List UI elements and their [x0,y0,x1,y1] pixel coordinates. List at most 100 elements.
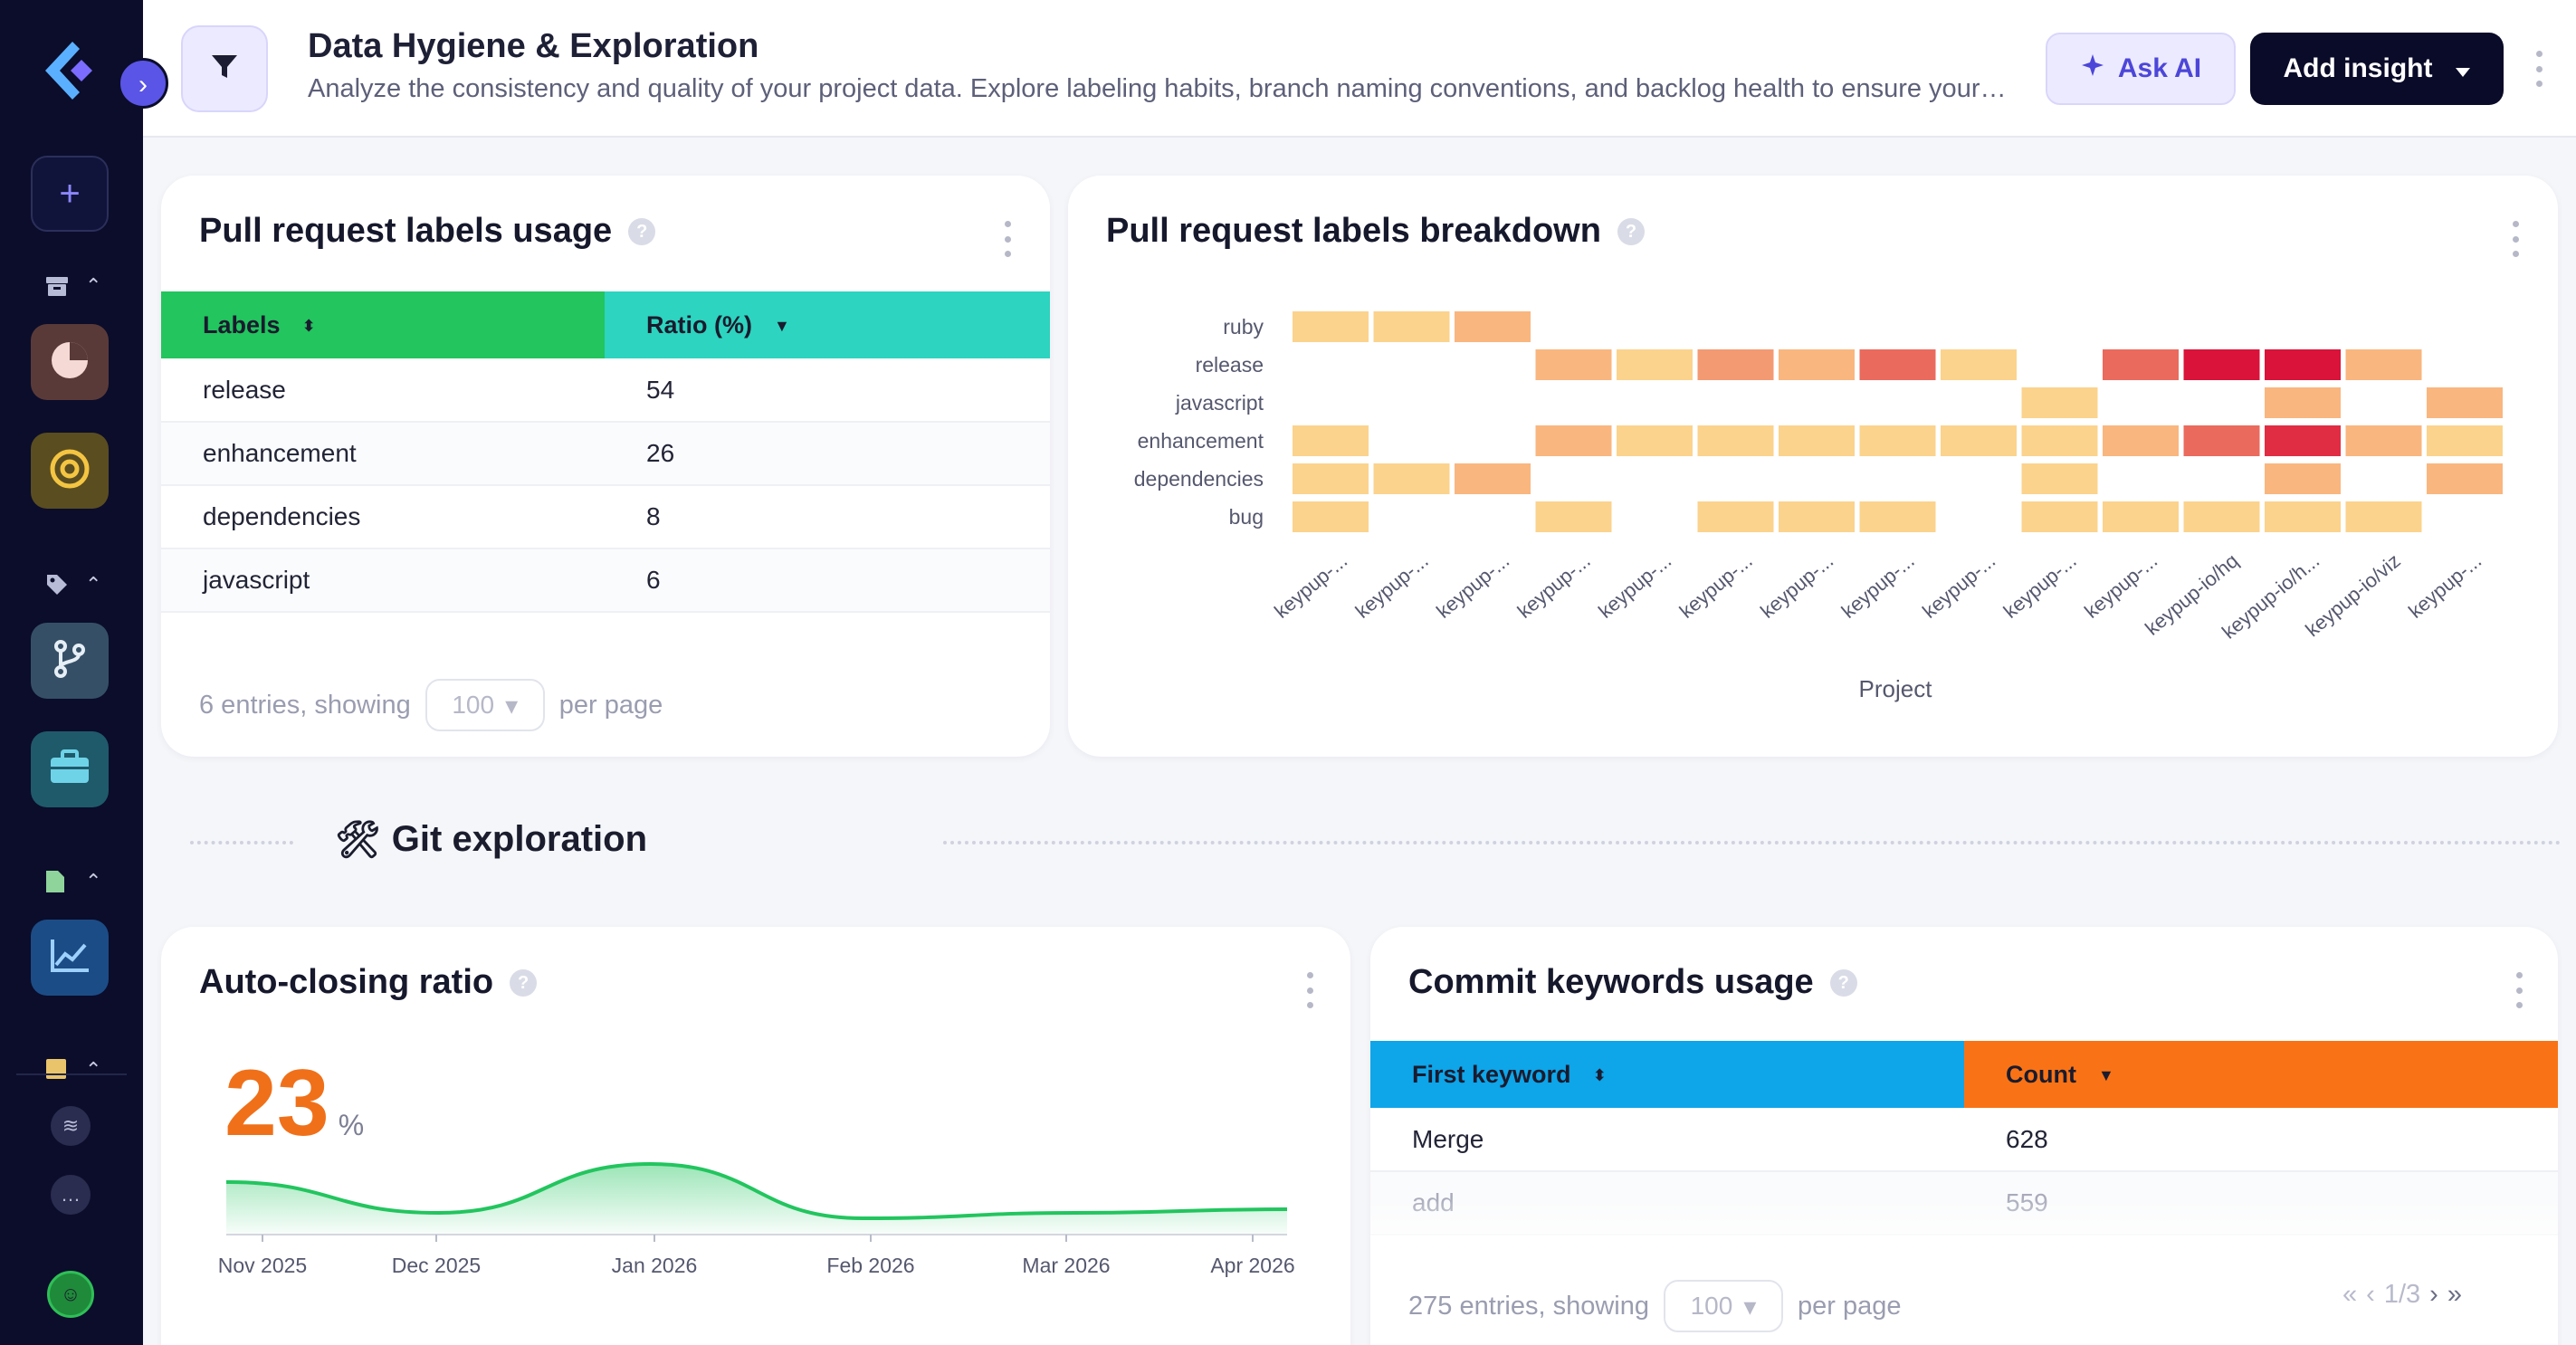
heatmap-cell[interactable] [1779,349,1855,380]
column-header-labels[interactable]: Labels ⬍ [161,291,605,358]
heatmap-cell[interactable] [1941,425,2017,456]
table-row[interactable]: dependencies 8 [161,485,1050,549]
sort-icon[interactable]: ⬍ [1592,1065,1607,1084]
heatmap-cell[interactable] [1293,311,1369,342]
heatmap-cell[interactable] [1293,425,1369,456]
heatmap-cell[interactable] [2427,425,2503,456]
help-icon[interactable]: ? [510,968,538,997]
heatmap-cell[interactable] [1373,463,1450,494]
heatmap-cell[interactable] [2103,425,2179,456]
header-more-icon[interactable] [2533,51,2545,87]
user-avatar[interactable]: ☺ [47,1271,94,1318]
sidebar-item-target-dashboard[interactable] [31,433,109,509]
column-header-count[interactable]: Count ▼ [1964,1041,2558,1108]
heatmap-column-label: keypup-... [1351,549,1433,623]
heatmap-cell[interactable] [2427,387,2503,418]
heatmap-cell[interactable] [1779,425,1855,456]
card-more-icon[interactable] [1303,972,1316,1008]
heatmap-cell[interactable] [1697,425,1774,456]
heatmap-column-label: keypup-... [1432,549,1513,623]
sidebar-group-archive[interactable]: ⌃ [45,268,101,304]
sort-desc-icon[interactable]: ▼ [774,316,790,335]
sort-icon[interactable]: ⬍ [301,316,316,335]
next-page-icon[interactable]: › [2429,1280,2438,1309]
heatmap-cell[interactable] [1617,349,1693,380]
heatmap-cell[interactable] [1293,463,1369,494]
sidebar-group-tags[interactable]: ⌃ [45,567,101,603]
column-header-ratio[interactable]: Ratio (%) ▼ [605,291,1050,358]
table-cell: dependencies [161,485,605,549]
heatmap-cell[interactable] [1859,501,1936,532]
sidebar-item-pie-dashboard[interactable] [31,324,109,400]
help-icon[interactable]: ? [1617,217,1645,245]
table-row[interactable]: enhancement 26 [161,422,1050,486]
per-page-select[interactable]: 100 ▾ [1664,1280,1783,1332]
heatmap-cell[interactable] [2345,501,2422,532]
sidebar-group-documents[interactable]: ⌃ [45,863,101,900]
heatmap-cell[interactable] [2183,501,2260,532]
heatmap-cell[interactable] [1373,311,1450,342]
heatmap-cell[interactable] [1455,463,1531,494]
heatmap-cell[interactable] [2021,501,2098,532]
heatmap-cell[interactable] [2265,463,2341,494]
heatmap-cell[interactable] [2345,425,2422,456]
heatmap-cell[interactable] [1859,425,1936,456]
per-page-select[interactable]: 100 ▾ [425,679,545,731]
column-header-first-keyword[interactable]: First keyword ⬍ [1370,1041,1964,1108]
heatmap-cell[interactable] [1535,501,1612,532]
card-more-icon[interactable] [1001,221,1014,257]
heatmap-cell[interactable] [1697,501,1774,532]
heatmap-cell[interactable] [2183,349,2260,380]
heatmap-cell[interactable] [2265,501,2341,532]
expand-sidebar-button[interactable]: › [118,58,168,109]
sidebar-group-notes[interactable]: ⌃ [45,1052,101,1088]
heatmap-cell[interactable] [1293,501,1369,532]
heatmap-cell[interactable] [2021,463,2098,494]
area-line[interactable] [225,1161,1288,1221]
heatmap-cell[interactable] [2021,387,2098,418]
heatmap-cell[interactable] [1535,349,1612,380]
page-header: Data Hygiene & Exploration Analyze the c… [143,0,2576,138]
layers-icon[interactable]: ≋ [51,1106,91,1146]
heatmap-cell[interactable] [2103,501,2179,532]
table-row[interactable]: release 54 [161,358,1050,423]
sidebar-item-briefcase-dashboard[interactable] [31,731,109,807]
heatmap-cell[interactable] [1617,425,1693,456]
sidebar-item-git-dashboard[interactable] [31,623,109,699]
card-more-icon[interactable] [2513,972,2525,1008]
auto-closing-value: 23 % [224,1051,365,1156]
heatmap-cell[interactable] [1455,311,1531,342]
prev-page-icon[interactable]: ‹ [2366,1280,2375,1309]
filter-button[interactable] [181,25,268,112]
app-logo[interactable] [36,36,105,105]
heatmap-cell[interactable] [1941,349,2017,380]
help-icon[interactable]: ? [628,217,656,245]
heatmap-cell[interactable] [1697,349,1774,380]
heatmap-cell[interactable] [1859,349,1936,380]
heatmap-cell[interactable] [2021,425,2098,456]
heatmap-cell[interactable] [1535,425,1612,456]
heatmap-cell[interactable] [1779,501,1855,532]
sidebar-item-trend-dashboard[interactable] [31,920,109,996]
chat-icon[interactable]: … [51,1175,91,1215]
card-more-icon[interactable] [2509,221,2522,257]
add-dashboard-button[interactable]: + [31,156,109,232]
first-page-icon[interactable]: « [2342,1280,2358,1309]
last-page-icon[interactable]: » [2447,1280,2462,1309]
heatmap-column-label: keypup-... [2080,549,2161,623]
heatmap-cell[interactable] [2265,425,2341,456]
heatmap-cell[interactable] [2345,349,2422,380]
sort-desc-icon[interactable]: ▼ [2097,1065,2114,1084]
heatmap-cell[interactable] [2427,463,2503,494]
table-row[interactable]: javascript 6 [161,548,1050,613]
labels-usage-card: Pull request labels usage ? Labels ⬍ Rati… [161,176,1050,757]
ask-ai-button[interactable]: Ask AI [2046,33,2236,105]
table-row[interactable]: Merge 628 [1370,1108,2558,1172]
help-icon[interactable]: ? [1829,968,1857,997]
add-insight-button[interactable]: Add insight [2250,33,2504,105]
heatmap-cell[interactable] [2183,425,2260,456]
heatmap-cell[interactable] [2265,349,2341,380]
heatmap-cell[interactable] [2103,349,2179,380]
heatmap-cell[interactable] [2265,387,2341,418]
table-cell: 6 [605,548,1050,613]
